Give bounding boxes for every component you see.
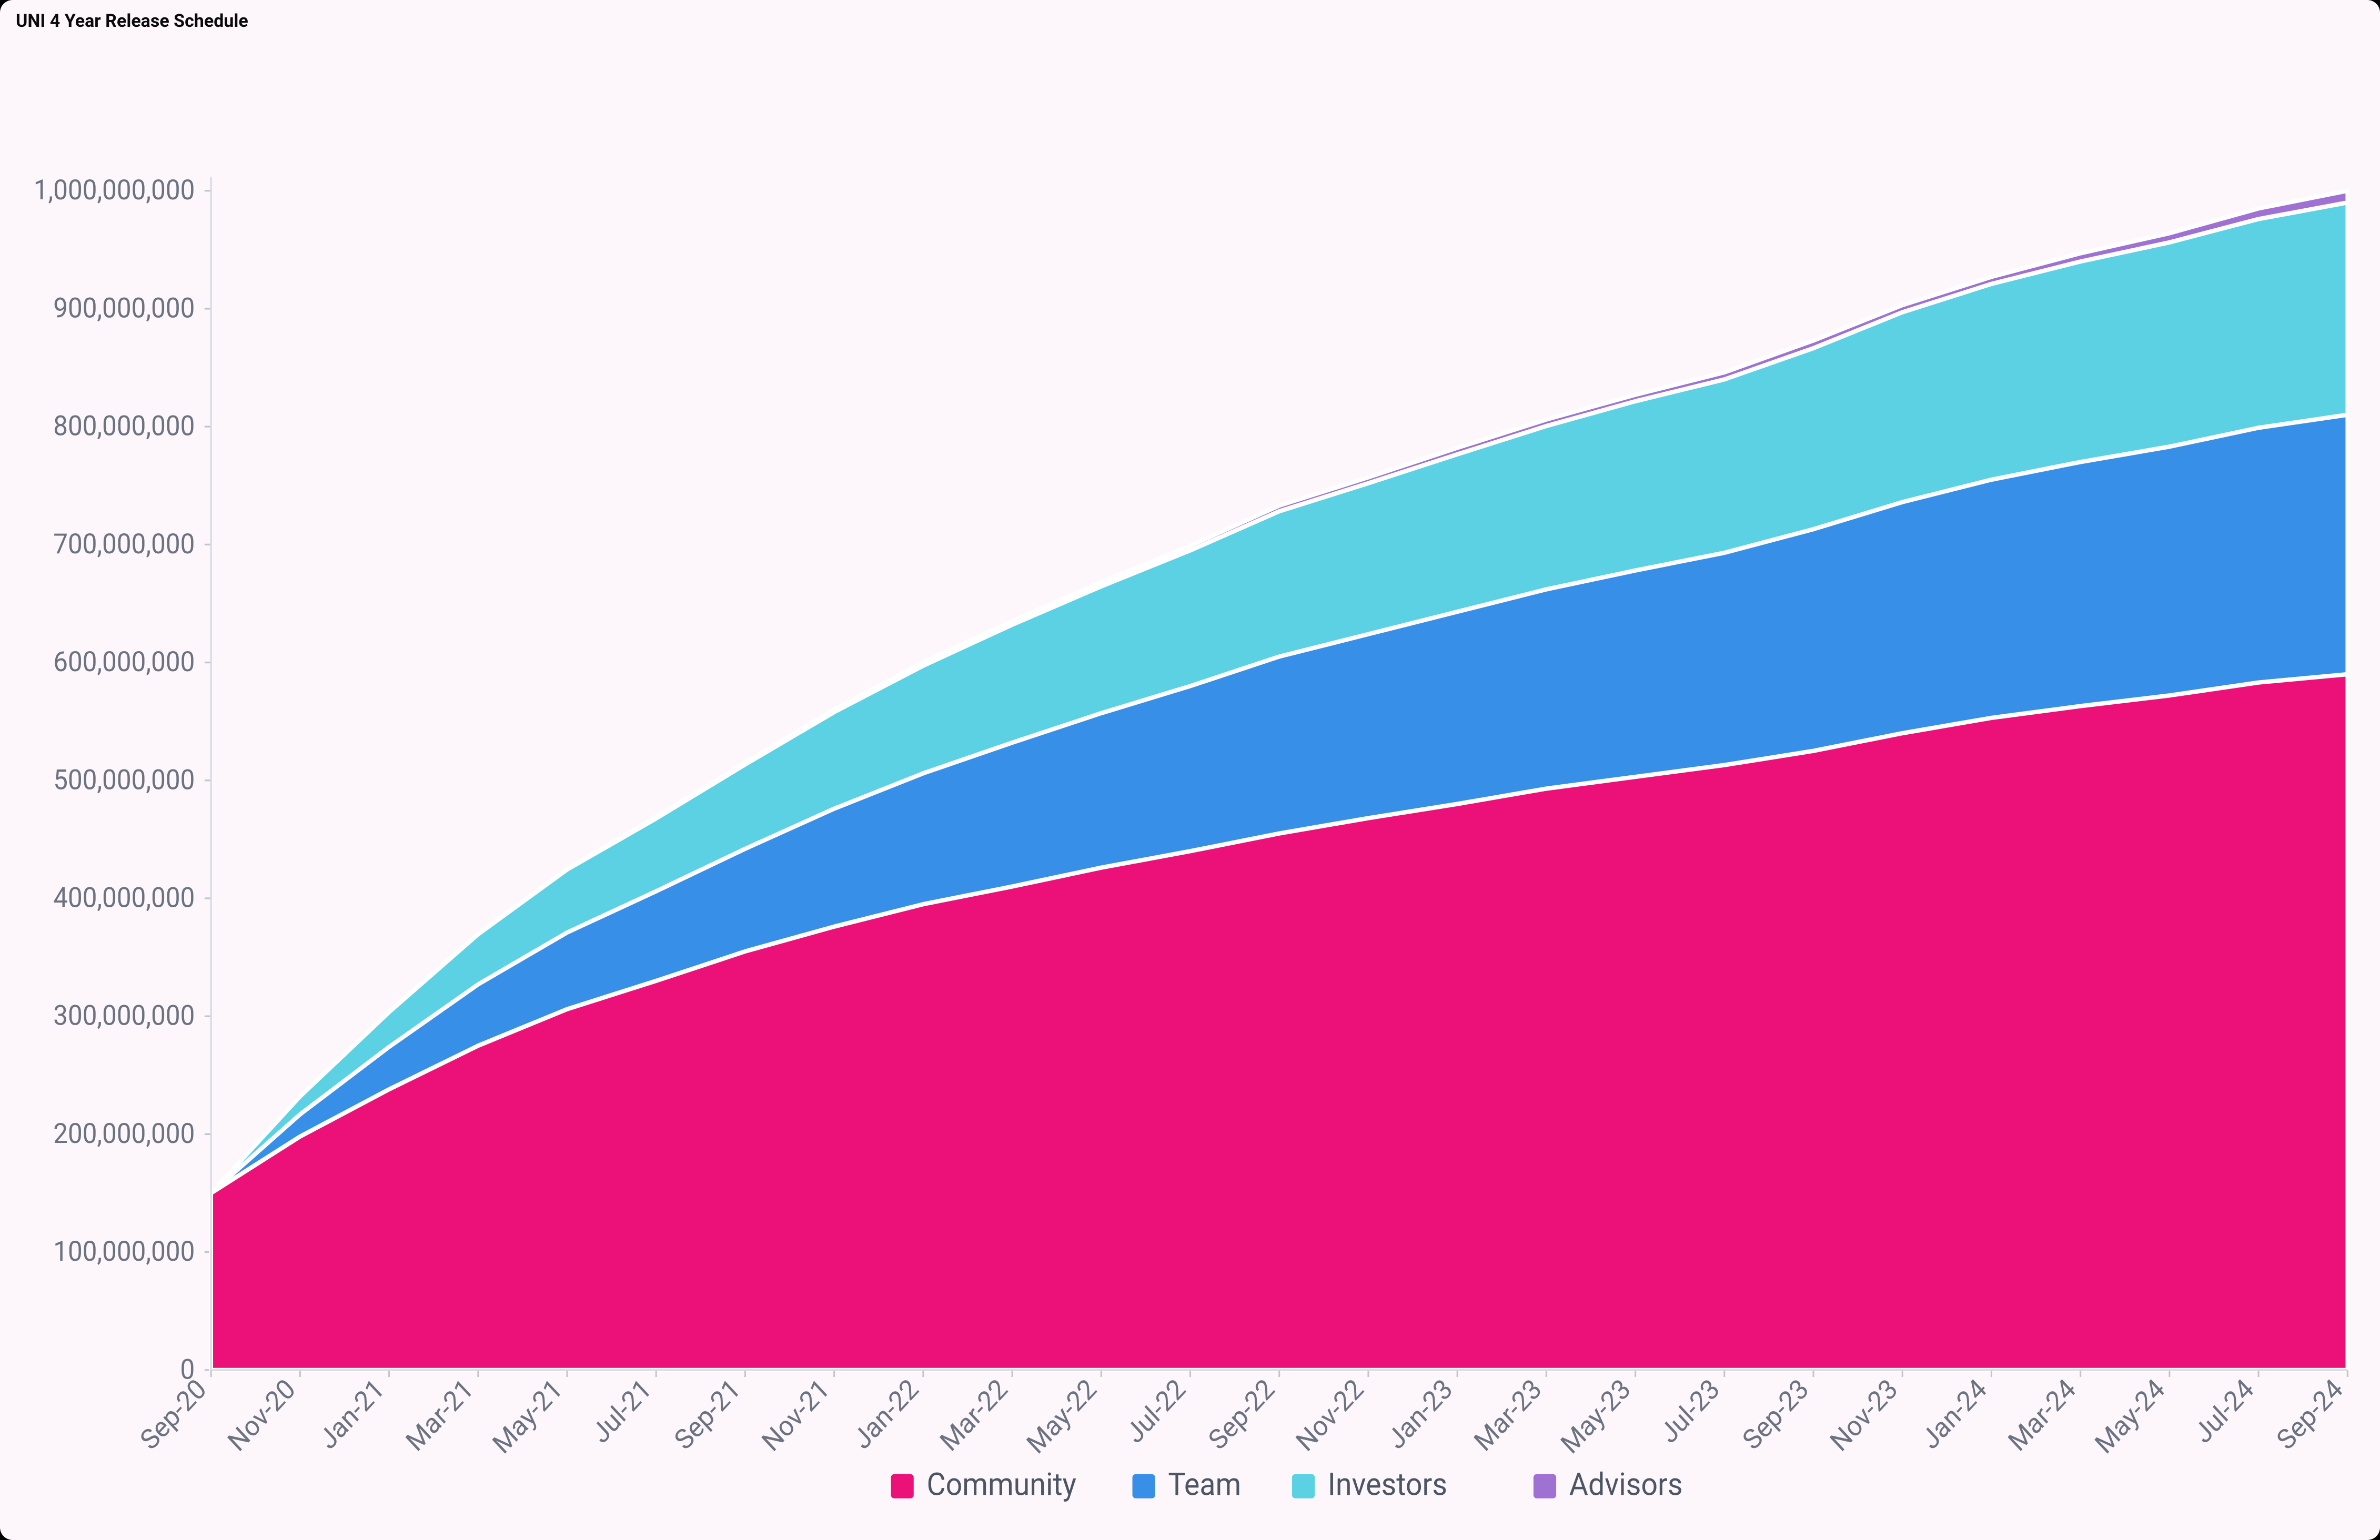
x-tick-label: Nov-23 [1824,1373,1904,1458]
x-tick-label: Jul-22 [1120,1373,1192,1450]
y-tick-label: 200,000,000 [53,1118,195,1150]
y-tick-label: 500,000,000 [53,764,195,796]
x-tick-label: May-23 [1555,1373,1637,1461]
legend-swatch [1292,1474,1315,1498]
y-tick-label: 100,000,000 [53,1236,195,1268]
x-tick-label: Mar-23 [1469,1373,1548,1458]
x-tick-label: Jan-22 [848,1373,925,1456]
x-tick-label: Mar-24 [2003,1373,2082,1458]
x-tick-label: Nov-22 [1290,1373,1370,1458]
x-tick-label: Sep-22 [1203,1373,1280,1456]
x-tick-label: Jan-23 [1381,1373,1459,1456]
x-tick-label: Sep-20 [135,1373,213,1456]
y-axis-ticks: 0100,000,000200,000,000300,000,000400,00… [34,175,211,1386]
x-tick-label: May-22 [1021,1373,1103,1461]
chart-legend: Community Team Investors Advisors [891,1467,1683,1503]
legend-label: Advisors [1569,1467,1683,1503]
x-tick-label: Jul-24 [2189,1373,2260,1450]
y-tick-label: 300,000,000 [53,1000,195,1032]
chart-card: UNI 4 Year Release Schedule 0100,000,000… [0,0,2380,1540]
y-tick-label: 400,000,000 [53,882,195,914]
legend-swatch [1534,1474,1556,1498]
legend-label: Team [1168,1467,1241,1503]
x-tick-label: Nov-21 [757,1373,836,1458]
x-tick-label: Sep-24 [2271,1373,2349,1456]
x-tick-label: Mar-22 [934,1373,1013,1458]
x-tick-label: Jul-23 [1654,1373,1726,1450]
x-tick-label: Mar-21 [400,1373,479,1458]
y-tick-label: 800,000,000 [53,410,195,442]
y-tick-label: 1,000,000,000 [34,175,195,207]
x-tick-label: Jan-24 [1915,1373,1993,1456]
chart-title: UNI 4 Year Release Schedule [16,11,248,32]
x-tick-label: Jul-21 [586,1373,658,1450]
x-tick-label: Nov-20 [222,1373,301,1458]
legend-label: Investors [1328,1467,1447,1503]
stacked-areas [211,191,2347,1370]
stacked-area-chart: 0100,000,000200,000,000300,000,000400,00… [0,0,2380,1540]
legend-swatch [891,1474,914,1498]
x-tick-label: May-24 [2090,1373,2171,1461]
x-tick-label: Sep-23 [1737,1373,1815,1456]
y-tick-label: 900,000,000 [53,292,195,325]
x-axis-ticks: Sep-20Nov-20Jan-21Mar-21May-21Jul-21Sep-… [135,1370,2349,1461]
y-tick-label: 600,000,000 [53,646,195,678]
x-tick-label: Sep-21 [669,1373,747,1456]
x-tick-label: Jan-21 [314,1373,391,1456]
legend-swatch [1133,1474,1155,1498]
y-tick-label: 700,000,000 [53,528,195,560]
x-tick-label: May-21 [487,1373,569,1461]
legend-label: Community [926,1467,1076,1503]
